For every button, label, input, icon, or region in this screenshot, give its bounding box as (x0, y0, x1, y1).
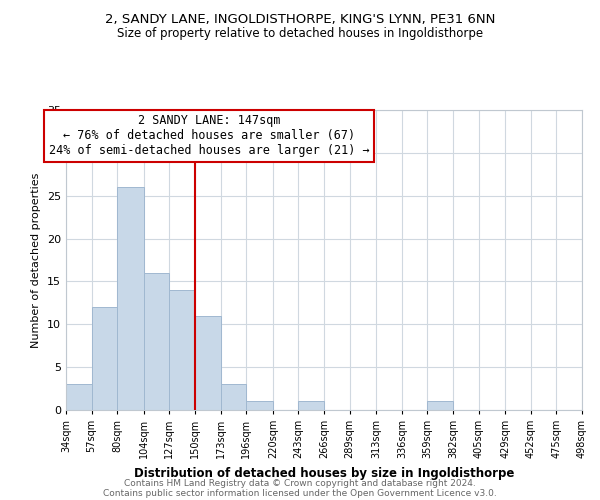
Text: 2 SANDY LANE: 147sqm
← 76% of detached houses are smaller (67)
24% of semi-detac: 2 SANDY LANE: 147sqm ← 76% of detached h… (49, 114, 370, 158)
Text: Size of property relative to detached houses in Ingoldisthorpe: Size of property relative to detached ho… (117, 28, 483, 40)
Bar (195, 316, 221, 410)
Text: Contains HM Land Registry data © Crown copyright and database right 2024.: Contains HM Land Registry data © Crown c… (124, 478, 476, 488)
Bar (92, 307, 117, 410)
Bar (246, 402, 273, 410)
Bar (66, 384, 92, 410)
Text: 2, SANDY LANE, INGOLDISTHORPE, KING'S LYNN, PE31 6NN: 2, SANDY LANE, INGOLDISTHORPE, KING'S LY… (105, 12, 495, 26)
Text: Contains public sector information licensed under the Open Government Licence v3: Contains public sector information licen… (103, 488, 497, 498)
Bar (117, 187, 144, 410)
Bar (144, 273, 169, 410)
Y-axis label: Number of detached properties: Number of detached properties (31, 172, 41, 348)
Bar (298, 402, 324, 410)
Bar (427, 402, 453, 410)
Bar (169, 290, 195, 410)
X-axis label: Distribution of detached houses by size in Ingoldisthorpe: Distribution of detached houses by size … (134, 466, 514, 479)
Bar (221, 384, 246, 410)
